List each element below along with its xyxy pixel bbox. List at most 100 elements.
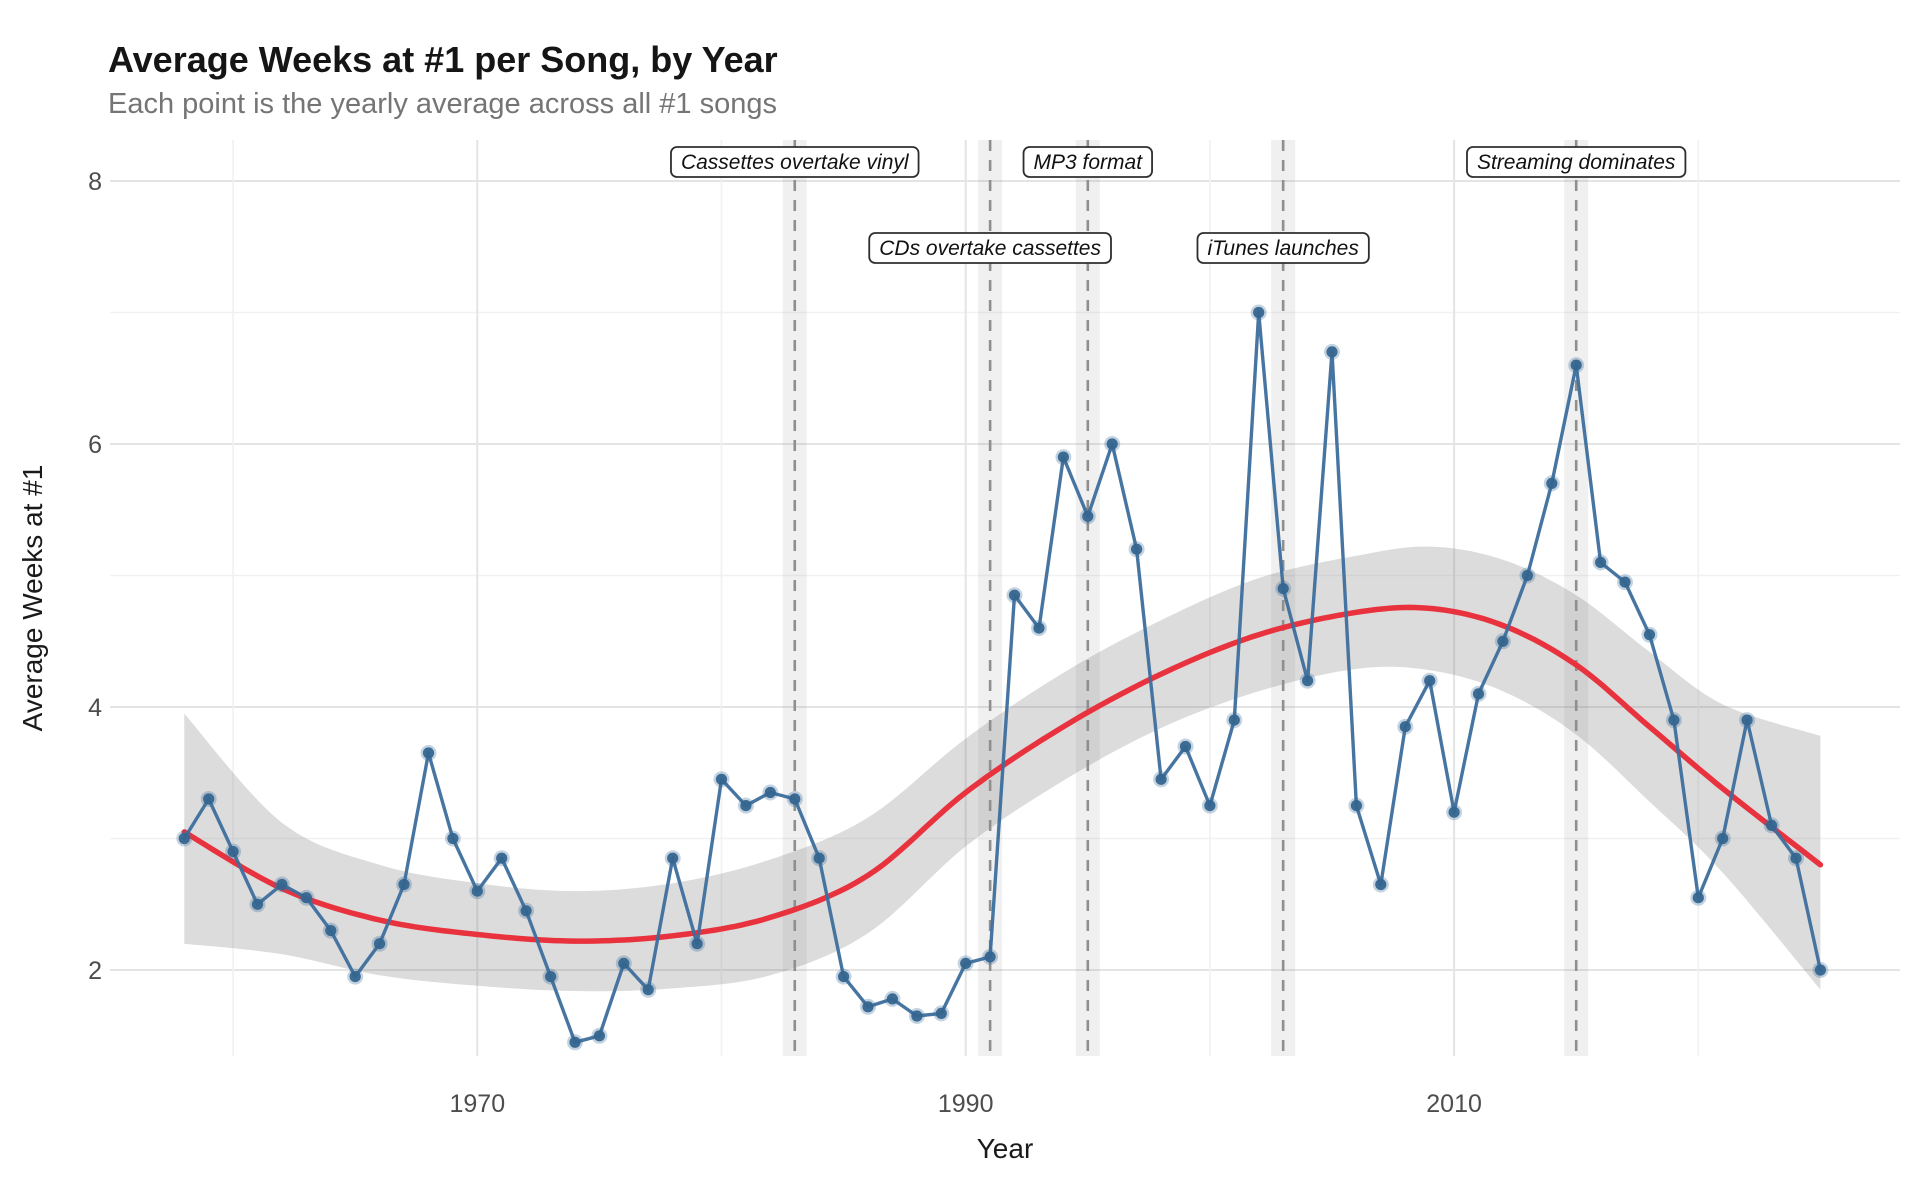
data-point [1399, 721, 1411, 733]
data-point [813, 852, 825, 864]
event-label-box [1196, 232, 1370, 264]
data-point [545, 971, 557, 983]
y-tick-label: 8 [88, 168, 102, 196]
data-point [1082, 510, 1094, 522]
data-point [1692, 892, 1704, 904]
event-label: CDs overtake cassettes [868, 232, 1112, 264]
data-point [300, 892, 312, 904]
data-point [1326, 346, 1338, 358]
event-label-box [1466, 146, 1687, 178]
chart-subtitle: Each point is the yearly average across … [108, 88, 777, 120]
event-label: MP3 format [1022, 146, 1153, 178]
data-point [1424, 675, 1436, 687]
data-point [1668, 714, 1680, 726]
data-point [740, 800, 752, 812]
event-label-text: Streaming dominates [1477, 151, 1676, 174]
data-point [1570, 359, 1582, 371]
data-point [1253, 306, 1265, 319]
data-point [349, 971, 361, 983]
series-polyline [182, 310, 1823, 1045]
data-point [1790, 852, 1802, 864]
data-point [935, 1007, 947, 1020]
event-label-text: Cassettes overtake vinyl [681, 151, 910, 174]
event-label: Cassettes overtake vinyl [670, 146, 920, 178]
data-point [1204, 800, 1216, 812]
data-point [911, 1010, 923, 1022]
y-tick-label: 6 [88, 431, 102, 459]
data-point [1619, 576, 1631, 588]
data-point [691, 938, 703, 950]
data-point [1766, 819, 1778, 832]
y-tick-label: 4 [88, 694, 102, 722]
data-point [203, 793, 215, 805]
event-label-text: iTunes launches [1207, 237, 1359, 260]
page-title: Average Weeks at #1 per Song, by Year [108, 39, 778, 80]
data-point [227, 846, 239, 858]
data-point [984, 951, 996, 963]
event-labels: Cassettes overtake vinyl CDs overtake cas… [670, 146, 1687, 264]
data-point [715, 773, 728, 785]
y-axis-title: Average Weeks at #1 [17, 465, 48, 732]
data-point [1375, 878, 1387, 891]
event-label: Streaming dominates [1466, 146, 1687, 178]
data-point [1717, 832, 1729, 845]
data-point [1008, 589, 1021, 601]
data-point [1643, 629, 1656, 641]
data-point [1179, 740, 1192, 753]
x-tick-label: 2010 [1426, 1090, 1482, 1118]
event-band [978, 140, 1003, 1056]
event-label-box [868, 232, 1112, 264]
data-point [471, 885, 483, 897]
data-point [838, 971, 850, 983]
event-label-box [670, 146, 920, 178]
data-point [618, 957, 630, 970]
data-point [1472, 688, 1485, 700]
data-point [1741, 714, 1753, 726]
smoothed-trend-path [181, 604, 1824, 944]
data-point [398, 878, 410, 891]
data-point [569, 1036, 581, 1048]
data-point [1546, 477, 1558, 489]
event-band [1075, 140, 1100, 1056]
data-point [960, 957, 972, 970]
data-point [1277, 583, 1289, 595]
y-tick-label: 2 [88, 957, 102, 985]
data-point [1350, 800, 1362, 812]
data-point [520, 905, 532, 917]
data-point [251, 898, 264, 910]
data-point [374, 938, 386, 950]
data-point [422, 747, 435, 759]
event-label-box [1022, 146, 1153, 178]
data-point [667, 852, 679, 864]
data-point [276, 878, 288, 891]
data-point [178, 832, 190, 845]
event-dashed-lines [793, 140, 1578, 1056]
data-points [176, 304, 1829, 1051]
data-point [789, 793, 801, 805]
x-tick-label: 1970 [449, 1090, 505, 1118]
gridlines [110, 140, 1900, 1056]
data-point [642, 984, 654, 996]
axis-tick-labels: 2 4 6 8 1970 1990 2010 [88, 168, 1482, 1118]
series-line [182, 310, 1823, 1045]
data-point [496, 852, 508, 864]
data-point [1595, 556, 1607, 569]
data-point [447, 832, 459, 845]
data-point [1228, 714, 1240, 726]
data-point [1057, 451, 1069, 463]
data-point [1131, 543, 1143, 555]
data-point [1814, 964, 1826, 976]
data-point [886, 993, 899, 1005]
data-point [325, 925, 337, 937]
data-point [1521, 569, 1533, 582]
data-point [593, 1030, 606, 1042]
data-point [1106, 438, 1118, 450]
event-label-text: MP3 format [1034, 151, 1144, 174]
data-point [1155, 773, 1167, 785]
data-point [1497, 635, 1509, 647]
data-point [1302, 675, 1314, 687]
data-point [764, 786, 776, 799]
data-point [1448, 806, 1460, 818]
